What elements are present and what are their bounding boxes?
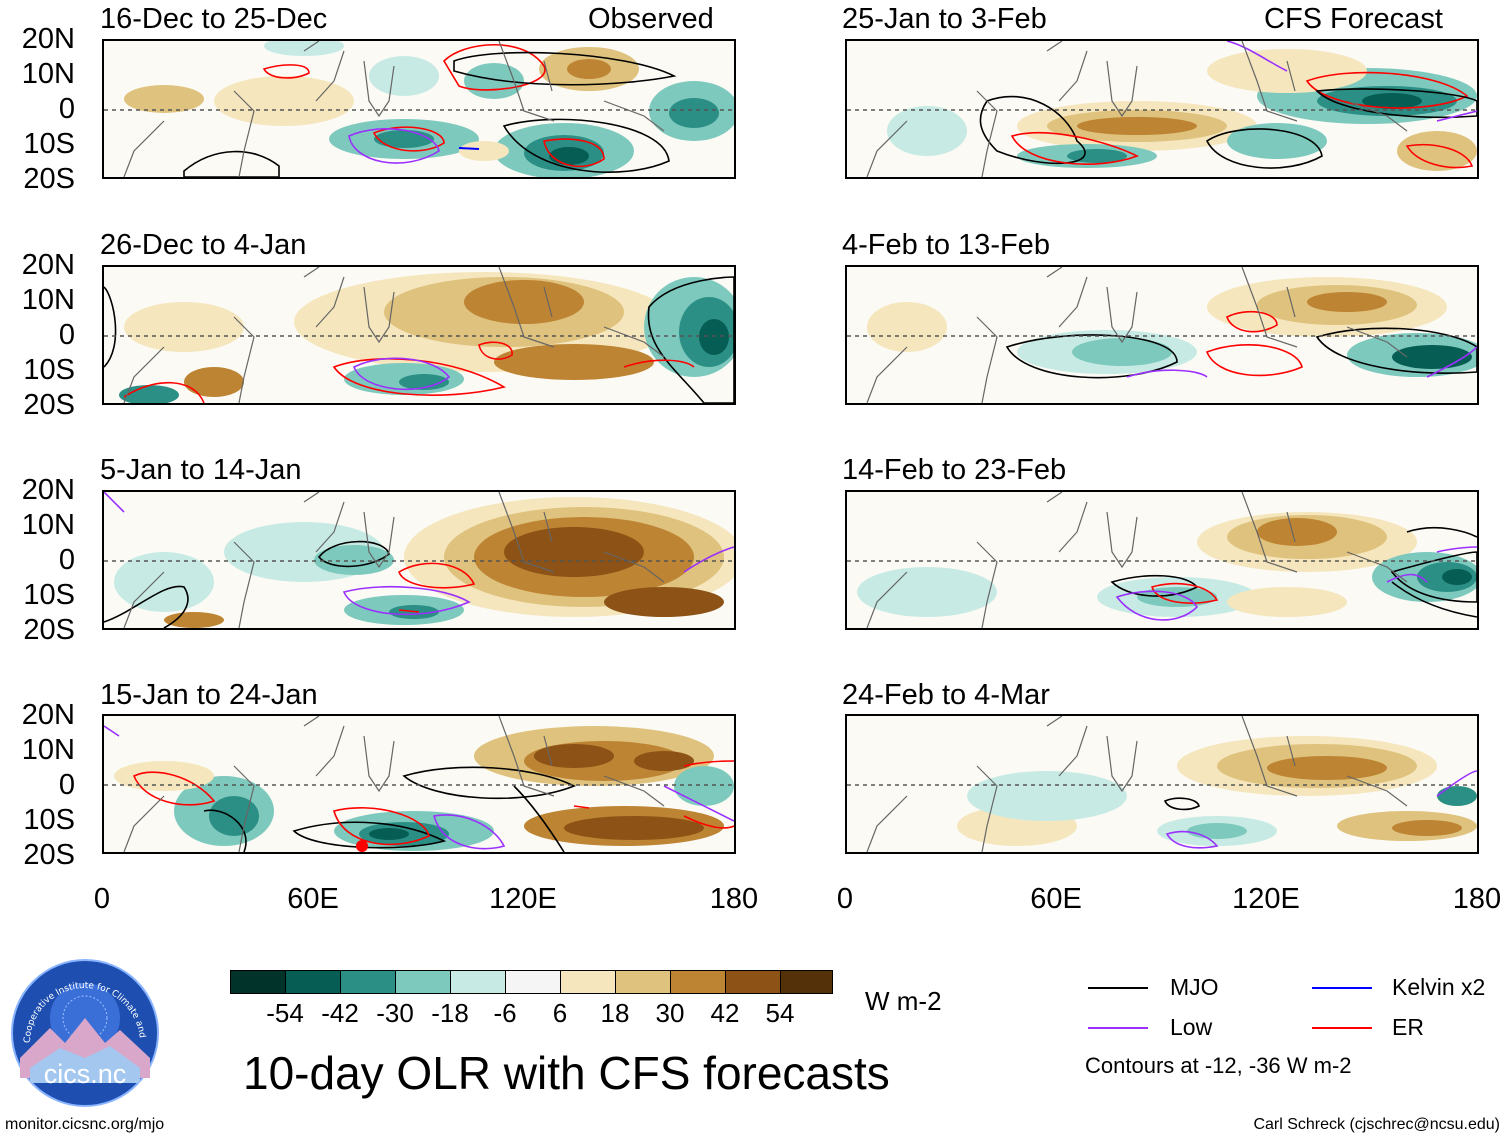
colorbar-swatch [505,970,561,994]
colorbar-swatch [230,970,286,994]
legend-kelvin-line [1312,987,1372,989]
map-panel-24feb-4mar [845,714,1479,854]
panel-title-4: 4-Feb to 13-Feb [842,229,1050,261]
colorbar-tick: -42 [321,998,359,1028]
legend-low-line [1088,1027,1148,1029]
colorbar-swatch [340,970,396,994]
colorbar-tick: 42 [710,998,740,1028]
map-panel-26dec-4jan [102,265,736,405]
panel-title-3: 26-Dec to 4-Jan [100,229,307,261]
panel-title-6: 14-Feb to 23-Feb [842,454,1067,486]
colorbar-swatch [285,970,341,994]
legend-low-label: Low [1170,1014,1213,1040]
map-panel-4feb-13feb [845,265,1479,405]
legend-contour-note: Contours at -12, -36 W m-2 [1085,1053,1352,1078]
panel-title-1: 16-Dec to 25-Dec [100,3,328,35]
lat-label: 0 [58,319,75,351]
lon-label: 120E [489,883,557,915]
map-panel-16dec-25dec [102,39,736,179]
lat-label: 10S [23,354,75,386]
logo-text: cics.nc [44,1059,127,1089]
olr-anomaly-map [104,716,734,852]
olr-anomaly-map [104,41,734,177]
lat-label: 10N [21,58,75,90]
lat-label: 10N [21,734,75,766]
panel-title-2: 25-Jan to 3-Feb [842,3,1047,35]
lat-label: 10N [21,509,75,541]
panel-title-7: 15-Jan to 24-Jan [100,679,318,711]
lat-label: 20S [23,839,75,871]
legend-er-label: ER [1392,1014,1424,1040]
lat-label: 10S [23,804,75,836]
colorbar-swatch [450,970,506,994]
colorbar-tick: 54 [765,998,795,1028]
panel-tag-observed: Observed [588,3,714,35]
colorbar-tick: 30 [655,998,685,1028]
lat-label: 0 [58,93,75,125]
colorbar-swatch [615,970,671,994]
olr-anomaly-map [847,267,1477,403]
legend-mjo-line [1088,987,1148,989]
lon-label: 180 [709,883,759,915]
panel-tag-forecast: CFS Forecast [1264,3,1443,35]
map-panel-25jan-3feb [845,39,1479,179]
main-title: 10-day OLR with CFS forecasts [243,1047,890,1099]
map-panel-15jan-24jan [102,714,736,854]
lon-label: 0 [93,883,111,915]
panel-title-5: 5-Jan to 14-Jan [100,454,302,486]
colorbar-tick: -18 [431,998,469,1028]
colorbar-swatch [395,970,451,994]
footer-credit: Carl Schreck (cjschrec@ncsu.edu) [1253,1116,1500,1133]
lat-label: 0 [58,769,75,801]
footer-url: monitor.cicsnc.org/mjo [5,1116,165,1133]
olr-anomaly-map [847,492,1477,628]
lon-label: 180 [1452,883,1502,915]
lat-label: 20S [23,163,75,195]
lon-label: 120E [1232,883,1300,915]
olr-anomaly-map [847,716,1477,852]
lon-label: 0 [836,883,854,915]
lat-label: 20N [21,699,75,731]
colorbar-tick: -30 [376,998,414,1028]
colorbar-tick: -6 [493,998,517,1028]
colorbar-tick: 18 [600,998,630,1028]
legend-kelvin-label: Kelvin x2 [1392,974,1486,1000]
cics-logo-graphic: Cooperative Institute for Climate and Sa… [7,951,159,1107]
colorbar-swatch [725,970,781,994]
lat-label: 20S [23,614,75,646]
lat-label: 20S [23,389,75,421]
lat-label: 20N [21,474,75,506]
lat-label: 0 [58,544,75,576]
colorbar-tick: -54 [266,998,304,1028]
cics-logo: Cooperative Institute for Climate and Sa… [7,951,160,1108]
lat-label: 20N [21,23,75,55]
lon-label: 60E [287,883,339,915]
colorbar-swatch [780,970,833,994]
lat-label: 10S [23,128,75,160]
lat-label: 10N [21,284,75,316]
colorbar-units: W m-2 [865,986,942,1016]
olr-anomaly-map [104,492,734,628]
olr-anomaly-map [847,41,1477,177]
lon-label: 60E [1030,883,1082,915]
panel-title-8: 24-Feb to 4-Mar [842,679,1050,711]
legend-er-line [1312,1027,1372,1029]
olr-anomaly-map [104,267,734,403]
lat-label: 10S [23,579,75,611]
colorbar-swatch [560,970,616,994]
colorbar-swatch [670,970,726,994]
map-panel-5jan-14jan [102,490,736,630]
colorbar-tick: 6 [552,998,568,1028]
map-panel-14feb-23feb [845,490,1479,630]
legend-mjo-label: MJO [1170,974,1219,1000]
lat-label: 20N [21,249,75,281]
